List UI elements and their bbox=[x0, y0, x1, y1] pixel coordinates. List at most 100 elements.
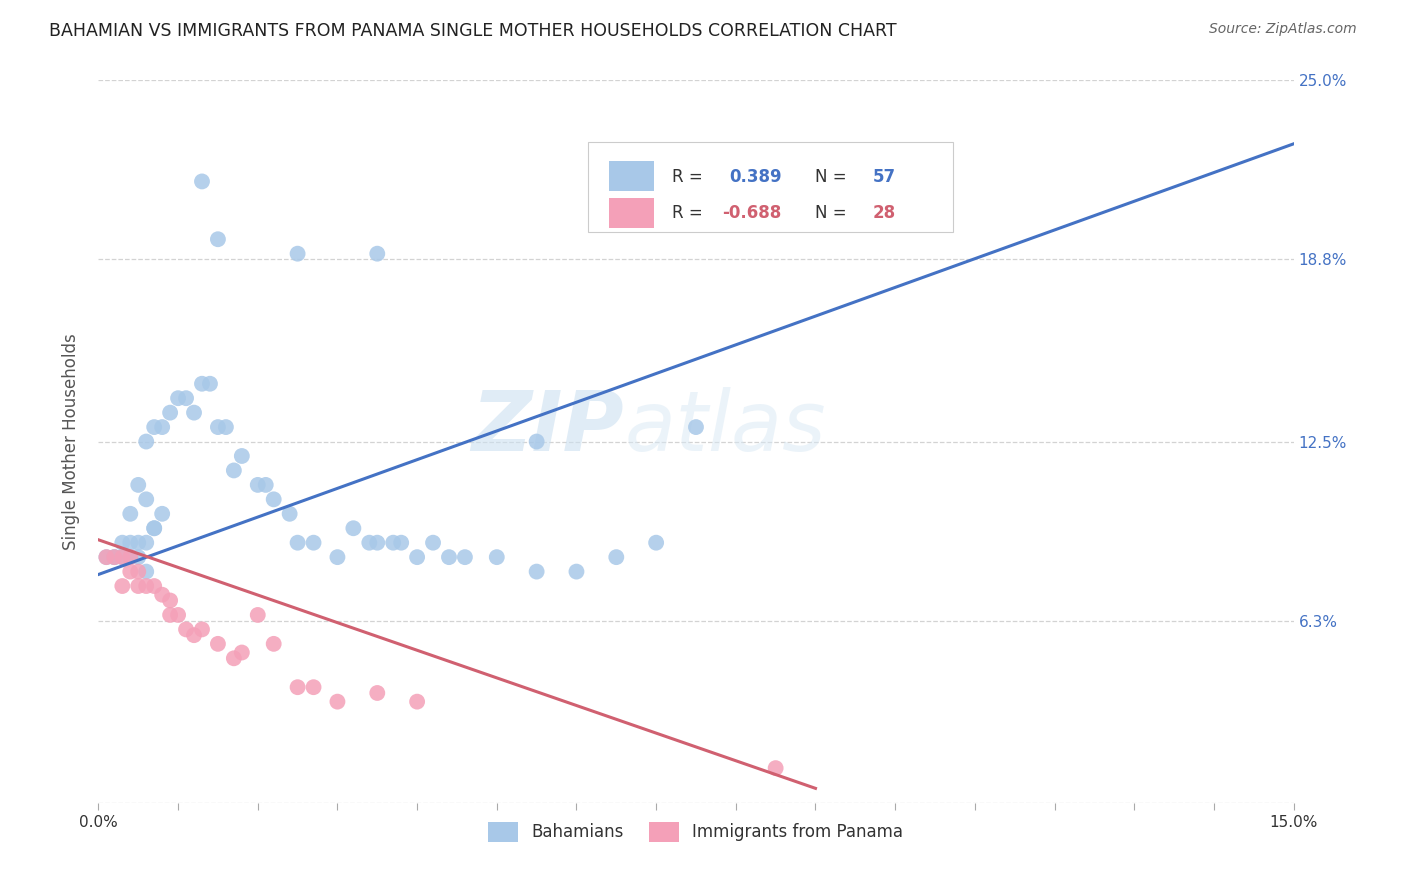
Point bbox=[685, 420, 707, 434]
Point bbox=[120, 507, 142, 521]
Point bbox=[565, 565, 588, 579]
Point bbox=[111, 535, 134, 549]
Point bbox=[183, 628, 205, 642]
Point bbox=[406, 550, 429, 565]
Point bbox=[143, 579, 166, 593]
Point bbox=[127, 535, 149, 549]
Point bbox=[454, 550, 477, 565]
Point bbox=[135, 434, 157, 449]
Text: atlas: atlas bbox=[624, 386, 825, 467]
Point bbox=[359, 535, 381, 549]
Text: N =: N = bbox=[815, 168, 846, 186]
Point bbox=[111, 579, 134, 593]
Point bbox=[765, 761, 787, 775]
Point bbox=[222, 651, 245, 665]
Point bbox=[485, 550, 508, 565]
FancyBboxPatch shape bbox=[609, 161, 654, 191]
Point bbox=[207, 420, 229, 434]
Point bbox=[382, 535, 405, 549]
Point bbox=[127, 579, 149, 593]
Text: 28: 28 bbox=[873, 204, 896, 222]
Point bbox=[198, 376, 221, 391]
Point bbox=[103, 550, 125, 565]
Point bbox=[302, 535, 325, 549]
Point bbox=[287, 246, 309, 260]
Point bbox=[143, 521, 166, 535]
Point bbox=[191, 376, 214, 391]
Point bbox=[143, 521, 166, 535]
Point bbox=[103, 550, 125, 565]
Point bbox=[150, 507, 173, 521]
Point bbox=[191, 623, 214, 637]
Point bbox=[215, 420, 238, 434]
Point bbox=[422, 535, 444, 549]
Point bbox=[127, 550, 149, 565]
Point bbox=[111, 550, 134, 565]
Point bbox=[96, 550, 118, 565]
Point bbox=[254, 478, 277, 492]
Point bbox=[263, 637, 285, 651]
Point bbox=[302, 680, 325, 694]
Point bbox=[135, 579, 157, 593]
Point bbox=[246, 478, 269, 492]
Point bbox=[150, 588, 173, 602]
Text: R =: R = bbox=[672, 204, 703, 222]
Point bbox=[366, 535, 388, 549]
Point bbox=[127, 565, 149, 579]
Point bbox=[167, 391, 190, 405]
Text: 0.389: 0.389 bbox=[730, 168, 782, 186]
Point bbox=[342, 521, 364, 535]
Point bbox=[135, 565, 157, 579]
Point bbox=[246, 607, 269, 622]
Point bbox=[159, 607, 181, 622]
Point bbox=[278, 507, 301, 521]
Point bbox=[287, 535, 309, 549]
Point bbox=[120, 535, 142, 549]
Point bbox=[167, 607, 190, 622]
Point bbox=[326, 695, 349, 709]
Point bbox=[231, 646, 253, 660]
Point bbox=[191, 174, 214, 188]
Point bbox=[159, 593, 181, 607]
Point bbox=[207, 637, 229, 651]
Point bbox=[135, 492, 157, 507]
Point bbox=[127, 478, 149, 492]
Point bbox=[174, 391, 197, 405]
Point bbox=[174, 623, 197, 637]
FancyBboxPatch shape bbox=[609, 197, 654, 227]
Point bbox=[326, 550, 349, 565]
Text: -0.688: -0.688 bbox=[723, 204, 782, 222]
Text: R =: R = bbox=[672, 168, 703, 186]
Point bbox=[526, 565, 548, 579]
Point bbox=[135, 535, 157, 549]
Text: 57: 57 bbox=[873, 168, 896, 186]
Point bbox=[605, 550, 627, 565]
Point bbox=[366, 686, 388, 700]
Point bbox=[143, 420, 166, 434]
Text: N =: N = bbox=[815, 204, 846, 222]
Point bbox=[120, 550, 142, 565]
Point bbox=[96, 550, 118, 565]
FancyBboxPatch shape bbox=[589, 142, 953, 232]
Point bbox=[111, 550, 134, 565]
Point bbox=[366, 246, 388, 260]
Point bbox=[120, 565, 142, 579]
Point bbox=[231, 449, 253, 463]
Point bbox=[150, 420, 173, 434]
Point bbox=[120, 550, 142, 565]
Text: BAHAMIAN VS IMMIGRANTS FROM PANAMA SINGLE MOTHER HOUSEHOLDS CORRELATION CHART: BAHAMIAN VS IMMIGRANTS FROM PANAMA SINGL… bbox=[49, 22, 897, 40]
Y-axis label: Single Mother Households: Single Mother Households bbox=[62, 334, 80, 549]
Point bbox=[222, 463, 245, 477]
Point bbox=[263, 492, 285, 507]
Point bbox=[159, 406, 181, 420]
Point bbox=[207, 232, 229, 246]
Point bbox=[526, 434, 548, 449]
Point bbox=[103, 550, 125, 565]
Text: Source: ZipAtlas.com: Source: ZipAtlas.com bbox=[1209, 22, 1357, 37]
Point bbox=[389, 535, 412, 549]
Point bbox=[183, 406, 205, 420]
Legend: Bahamians, Immigrants from Panama: Bahamians, Immigrants from Panama bbox=[482, 815, 910, 848]
Point bbox=[437, 550, 460, 565]
Point bbox=[287, 680, 309, 694]
Text: ZIP: ZIP bbox=[471, 386, 624, 467]
